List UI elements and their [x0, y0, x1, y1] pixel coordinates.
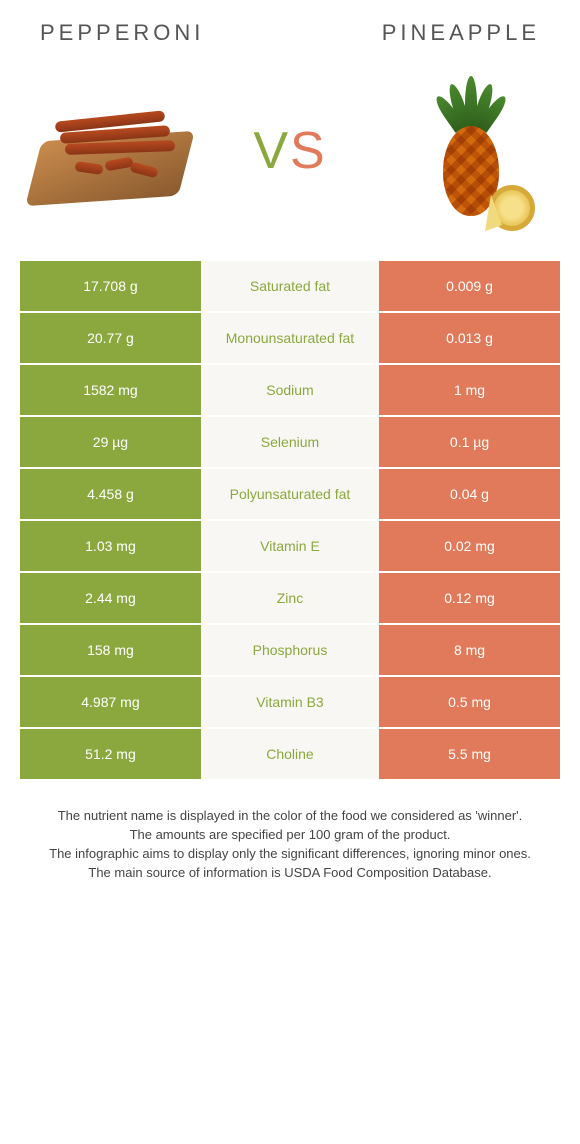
table-row: 4.458 gPolyunsaturated fat0.04 g — [20, 469, 560, 521]
footnote-line: The main source of information is USDA F… — [28, 864, 552, 883]
right-value: 0.12 mg — [379, 573, 560, 623]
nutrient-label: Vitamin B3 — [201, 677, 379, 727]
nutrient-label: Monounsaturated fat — [201, 313, 379, 363]
footnote-line: The nutrient name is displayed in the co… — [28, 807, 552, 826]
footnote-line: The infographic aims to display only the… — [28, 845, 552, 864]
nutrient-label: Phosphorus — [201, 625, 379, 675]
table-row: 51.2 mgCholine5.5 mg — [20, 729, 560, 781]
nutrient-label: Vitamin E — [201, 521, 379, 571]
right-food-title: Pineapple — [382, 20, 540, 46]
vs-label: VS — [253, 121, 326, 181]
table-row: 2.44 mgZinc0.12 mg — [20, 573, 560, 625]
left-value: 158 mg — [20, 625, 201, 675]
left-value: 4.458 g — [20, 469, 201, 519]
table-row: 17.708 gSaturated fat0.009 g — [20, 261, 560, 313]
table-row: 29 µgSelenium0.1 µg — [20, 417, 560, 469]
nutrient-label: Polyunsaturated fat — [201, 469, 379, 519]
left-value: 20.77 g — [20, 313, 201, 363]
right-value: 8 mg — [379, 625, 560, 675]
nutrient-label: Zinc — [201, 573, 379, 623]
nutrient-label: Selenium — [201, 417, 379, 467]
nutrient-label: Choline — [201, 729, 379, 779]
nutrient-label: Saturated fat — [201, 261, 379, 311]
left-value: 29 µg — [20, 417, 201, 467]
title-row: Pepperoni Pineapple — [20, 20, 560, 56]
right-value: 0.009 g — [379, 261, 560, 311]
right-value: 0.04 g — [379, 469, 560, 519]
pepperoni-illustration — [25, 71, 195, 231]
footnote-text: The nutrient name is displayed in the co… — [20, 781, 560, 882]
table-row: 158 mgPhosphorus8 mg — [20, 625, 560, 677]
left-value: 1.03 mg — [20, 521, 201, 571]
left-value: 1582 mg — [20, 365, 201, 415]
nutrient-table: 17.708 gSaturated fat0.009 g20.77 gMonou… — [20, 261, 560, 781]
table-row: 4.987 mgVitamin B30.5 mg — [20, 677, 560, 729]
right-value: 1 mg — [379, 365, 560, 415]
right-value: 0.02 mg — [379, 521, 560, 571]
nutrient-label: Sodium — [201, 365, 379, 415]
images-row: VS — [20, 56, 560, 261]
left-value: 51.2 mg — [20, 729, 201, 779]
footnote-line: The amounts are specified per 100 gram o… — [28, 826, 552, 845]
left-value: 4.987 mg — [20, 677, 201, 727]
right-value: 0.5 mg — [379, 677, 560, 727]
infographic-container: Pepperoni Pineapple VS — [0, 0, 580, 912]
left-value: 17.708 g — [20, 261, 201, 311]
table-row: 1.03 mgVitamin E0.02 mg — [20, 521, 560, 573]
right-value: 0.013 g — [379, 313, 560, 363]
right-value: 0.1 µg — [379, 417, 560, 467]
table-row: 20.77 gMonounsaturated fat0.013 g — [20, 313, 560, 365]
vs-v: V — [253, 122, 290, 180]
left-food-title: Pepperoni — [40, 20, 204, 46]
right-value: 5.5 mg — [379, 729, 560, 779]
vs-s: S — [290, 122, 327, 180]
pineapple-illustration — [385, 71, 555, 231]
table-row: 1582 mgSodium1 mg — [20, 365, 560, 417]
left-value: 2.44 mg — [20, 573, 201, 623]
